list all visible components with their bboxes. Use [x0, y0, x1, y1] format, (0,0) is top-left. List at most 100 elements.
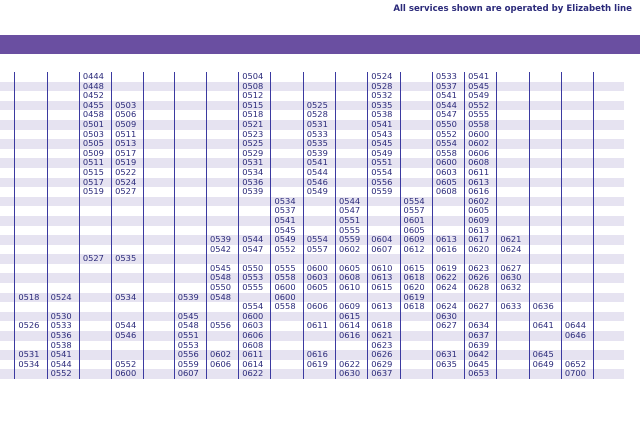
- time-cell: [431, 225, 465, 236]
- time-cell: 0544: [431, 100, 465, 111]
- time-cell: 0616: [302, 350, 336, 360]
- time-cell: [431, 340, 465, 351]
- time-cell: [46, 206, 80, 216]
- time-cell: [270, 177, 304, 188]
- time-cell: [0, 177, 15, 188]
- time-cell: 0519: [111, 158, 144, 168]
- time-cell: [560, 187, 594, 197]
- time-cell: [205, 311, 239, 322]
- time-cell: [111, 206, 144, 216]
- time-cell: 0511: [111, 129, 144, 140]
- time-cell: [14, 119, 48, 130]
- time-cell: [270, 139, 304, 149]
- time-cell: [335, 81, 368, 92]
- time-cell: 0551: [367, 158, 401, 168]
- time-cell: [593, 206, 624, 216]
- time-cell: [528, 110, 562, 120]
- time-cell: [143, 72, 175, 82]
- time-cell: [111, 283, 144, 293]
- time-cell: 0622: [431, 273, 465, 284]
- time-cell: [46, 254, 80, 264]
- time-cell: [270, 158, 304, 168]
- time-cell: [593, 100, 624, 111]
- time-cell: 0556: [367, 177, 401, 188]
- time-cell: [173, 129, 207, 140]
- time-cell: [399, 350, 433, 360]
- time-cell: [431, 369, 465, 379]
- time-cell: [496, 72, 530, 82]
- time-cell: 0616: [464, 187, 497, 197]
- time-cell: 0652: [560, 359, 594, 370]
- time-cell: [270, 119, 304, 130]
- time-cell: 0653: [464, 369, 497, 379]
- time-cell: [14, 263, 48, 274]
- timetable-row: 0537 0547 0557 0605: [0, 206, 624, 216]
- time-cell: [302, 254, 336, 264]
- time-cell: 0545: [173, 311, 207, 322]
- time-cell: 0558: [431, 148, 465, 159]
- time-cell: 0549: [464, 91, 497, 101]
- time-cell: [205, 196, 239, 207]
- time-cell: 0545: [205, 263, 239, 274]
- time-cell: [270, 359, 304, 370]
- time-cell: [14, 235, 48, 245]
- time-cell: [78, 292, 112, 303]
- time-cell: 0533: [302, 129, 336, 140]
- time-cell: 0550: [238, 263, 271, 274]
- time-cell: [205, 158, 239, 168]
- time-cell: [173, 187, 207, 197]
- time-cell: [399, 148, 433, 159]
- time-cell: [143, 139, 175, 149]
- time-cell: 0550: [431, 119, 465, 130]
- time-cell: 0558: [464, 119, 497, 130]
- time-cell: 0635: [431, 359, 465, 370]
- time-cell: [528, 283, 562, 293]
- time-cell: [496, 331, 530, 341]
- time-cell: [302, 311, 336, 322]
- time-cell: [270, 72, 304, 82]
- time-cell: 0608: [335, 273, 368, 284]
- time-cell: [173, 235, 207, 245]
- time-cell: 0559: [335, 235, 368, 245]
- time-cell: [270, 369, 304, 379]
- time-cell: 0525: [302, 100, 336, 111]
- time-cell: [46, 91, 80, 101]
- time-cell: [0, 129, 15, 140]
- time-cell: 0541: [464, 72, 497, 82]
- time-cell: 0613: [464, 225, 497, 236]
- time-cell: [14, 110, 48, 120]
- time-cell: [143, 167, 175, 178]
- time-cell: [528, 244, 562, 255]
- time-cell: [143, 119, 175, 130]
- time-cell: [593, 158, 624, 168]
- time-cell: 0611: [238, 350, 271, 360]
- time-cell: 0636: [528, 302, 562, 312]
- time-cell: 0542: [205, 244, 239, 255]
- time-cell: [238, 196, 271, 207]
- time-cell: [431, 206, 465, 216]
- time-cell: [560, 119, 594, 130]
- time-cell: [270, 167, 304, 178]
- time-cell: [0, 119, 15, 130]
- time-cell: [528, 167, 562, 178]
- time-cell: [0, 369, 15, 379]
- time-cell: 0547: [335, 206, 368, 216]
- time-cell: 0627: [464, 302, 497, 312]
- time-cell: [560, 167, 594, 178]
- time-cell: [78, 283, 112, 293]
- time-cell: [14, 331, 48, 341]
- time-cell: [560, 100, 594, 111]
- time-cell: 0526: [14, 321, 48, 332]
- time-cell: 0539: [238, 187, 271, 197]
- time-cell: [560, 158, 594, 168]
- time-cell: [111, 91, 144, 101]
- time-cell: [528, 119, 562, 130]
- time-cell: 0551: [335, 215, 368, 226]
- time-cell: [560, 254, 594, 264]
- time-cell: [0, 81, 15, 92]
- timetable-row: 0518 0524 0534 0539 0548 0600 0619: [0, 292, 624, 303]
- time-cell: [528, 225, 562, 236]
- time-cell: [496, 129, 530, 140]
- time-cell: [46, 215, 80, 226]
- time-cell: [335, 167, 368, 178]
